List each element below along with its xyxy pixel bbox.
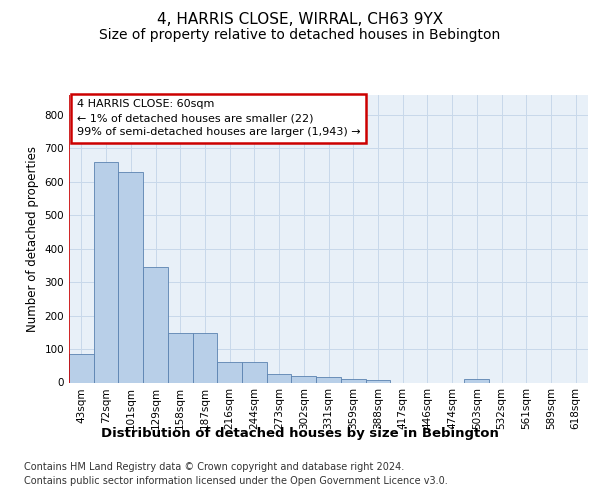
Text: 4 HARRIS CLOSE: 60sqm
← 1% of detached houses are smaller (22)
99% of semi-detac: 4 HARRIS CLOSE: 60sqm ← 1% of detached h… — [77, 100, 361, 138]
Bar — [94, 162, 118, 382]
Bar — [69, 354, 94, 382]
Text: 4, HARRIS CLOSE, WIRRAL, CH63 9YX: 4, HARRIS CLOSE, WIRRAL, CH63 9YX — [157, 12, 443, 28]
Bar — [143, 267, 168, 382]
Bar — [341, 379, 365, 382]
Bar — [267, 374, 292, 382]
Bar — [292, 376, 316, 382]
Bar — [365, 380, 390, 382]
Bar — [242, 362, 267, 382]
Text: Size of property relative to detached houses in Bebington: Size of property relative to detached ho… — [100, 28, 500, 42]
Bar — [316, 377, 341, 382]
Text: Distribution of detached houses by size in Bebington: Distribution of detached houses by size … — [101, 428, 499, 440]
Y-axis label: Number of detached properties: Number of detached properties — [26, 146, 39, 332]
Bar — [118, 172, 143, 382]
Text: Contains public sector information licensed under the Open Government Licence v3: Contains public sector information licen… — [24, 476, 448, 486]
Text: Contains HM Land Registry data © Crown copyright and database right 2024.: Contains HM Land Registry data © Crown c… — [24, 462, 404, 472]
Bar — [168, 334, 193, 382]
Bar — [217, 362, 242, 382]
Bar — [464, 380, 489, 382]
Bar — [193, 334, 217, 382]
